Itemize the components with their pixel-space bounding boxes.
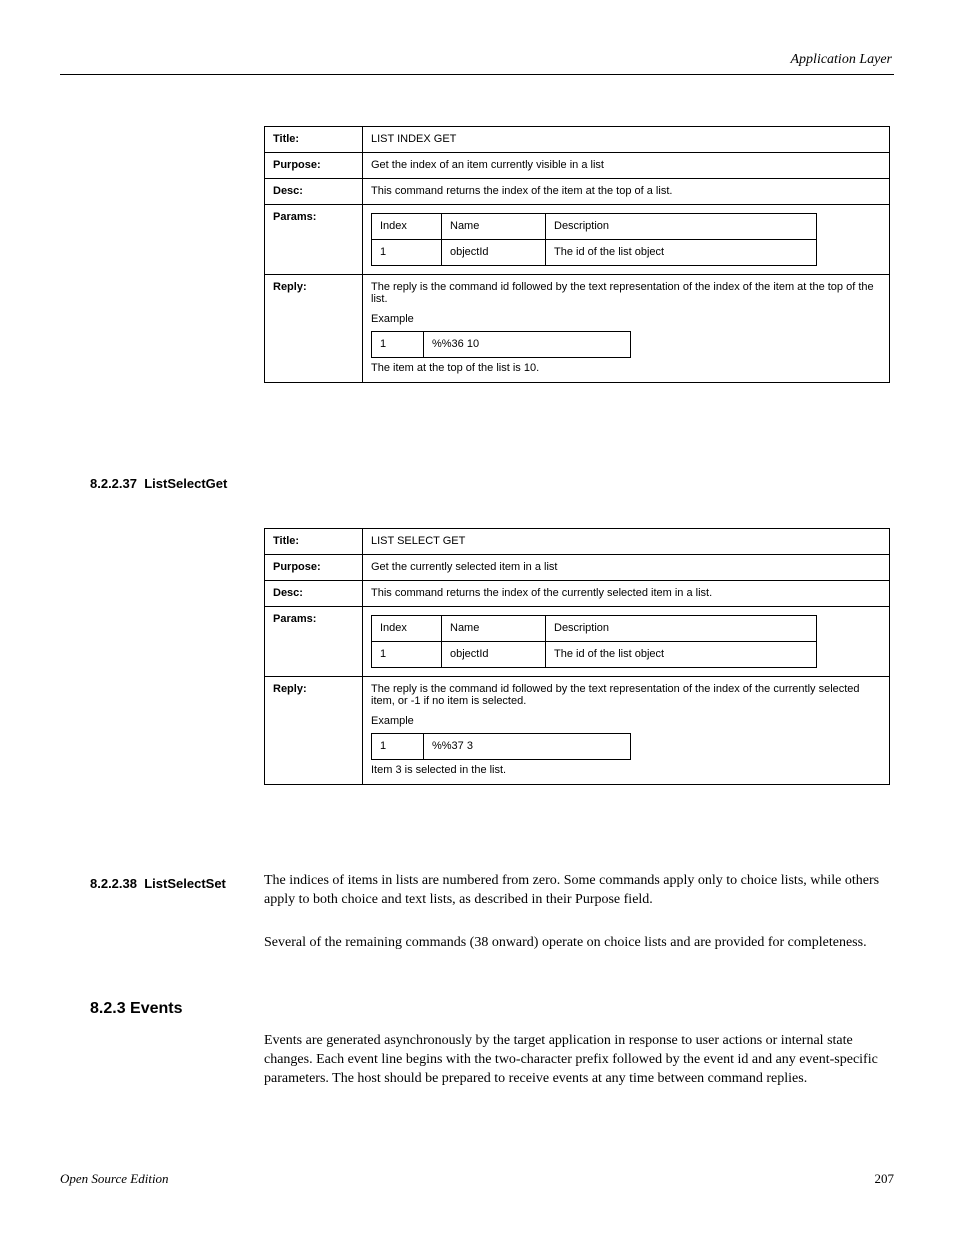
params-hdr-name: Name <box>442 214 546 240</box>
row-params: Params: Index Name Description 1 objectI… <box>265 205 890 275</box>
cell-desc-value: This command returns the index of the cu… <box>363 581 890 607</box>
params-inner-table: Index Name Description 1 objectId The id… <box>371 213 817 266</box>
reply-example-label: Example <box>371 313 881 327</box>
reply-example-row: 1 %%36 10 <box>372 332 631 358</box>
params-header-row: Index Name Description <box>372 616 817 642</box>
subsection-1-name: ListSelectGet <box>144 476 227 491</box>
reply-text: The reply is the command id followed by … <box>371 683 881 709</box>
header-section-title: Application Layer <box>791 52 893 68</box>
reply-example-idx: 1 <box>372 734 424 760</box>
cell-params-body: Index Name Description 1 objectId The id… <box>363 205 890 275</box>
cell-title-label: Title: <box>265 529 363 555</box>
subsection-2-name: ListSelectSet <box>144 876 226 891</box>
section-events-title: 8.2.3 Events <box>90 1000 890 1018</box>
cell-purpose-value: Get the index of an item currently visib… <box>363 153 890 179</box>
header-rule <box>60 74 894 75</box>
section-events: 8.2.3 Events Events are generated asynch… <box>90 1000 890 1089</box>
spec-table: Title: LIST SELECT GET Purpose: Get the … <box>264 528 890 785</box>
params-hdr-index: Index <box>372 616 442 642</box>
params-data-row: 1 objectId The id of the list object <box>372 642 817 668</box>
cell-title-value: LIST INDEX GET <box>363 127 890 153</box>
reply-example-row: 1 %%37 3 <box>372 734 631 760</box>
subsection-1: 8.2.2.37 ListSelectGet <box>90 476 227 491</box>
row-reply: Reply: The reply is the command id follo… <box>265 275 890 383</box>
params-cell-name: objectId <box>442 642 546 668</box>
row-title: Title: LIST SELECT GET <box>265 529 890 555</box>
cell-reply-label: Reply: <box>265 677 363 785</box>
label-reply: Reply: <box>273 683 307 695</box>
page: Application Layer Title: LIST INDEX GET … <box>0 0 954 1235</box>
subsection-2-number: 8.2.2.38 <box>90 876 137 891</box>
cell-params-label: Params: <box>265 205 363 275</box>
params-hdr-index: Index <box>372 214 442 240</box>
row-title: Title: LIST INDEX GET <box>265 127 890 153</box>
params-hdr-desc: Description <box>546 616 817 642</box>
params-hdr-desc: Description <box>546 214 817 240</box>
spec-table-2: Title: LIST SELECT GET Purpose: Get the … <box>264 528 890 785</box>
row-purpose: Purpose: Get the currently selected item… <box>265 555 890 581</box>
section-events-para: Events are generated asynchronously by t… <box>264 1032 890 1089</box>
row-reply: Reply: The reply is the command id follo… <box>265 677 890 785</box>
params-cell-name: objectId <box>442 240 546 266</box>
body-para-2: Several of the remaining commands (38 on… <box>264 934 890 953</box>
label-title: Title: <box>273 535 299 547</box>
params-cell-index: 1 <box>372 240 442 266</box>
body-para-1: The indices of items in lists are number… <box>264 872 890 910</box>
cell-purpose-label: Purpose: <box>265 555 363 581</box>
row-purpose: Purpose: Get the index of an item curren… <box>265 153 890 179</box>
label-params: Params: <box>273 613 316 625</box>
label-title: Title: <box>273 133 299 145</box>
cell-desc-value: This command returns the index of the it… <box>363 179 890 205</box>
spec-table-1: Title: LIST INDEX GET Purpose: Get the i… <box>264 126 890 383</box>
footer-page-number: 207 <box>875 1171 895 1187</box>
reply-example-label: Example <box>371 715 881 729</box>
params-inner-table: Index Name Description 1 objectId The id… <box>371 615 817 668</box>
page-footer: Open Source Edition 207 <box>60 1171 894 1187</box>
reply-note: Item 3 is selected in the list. <box>371 764 881 776</box>
label-desc: Desc: <box>273 185 303 197</box>
row-params: Params: Index Name Description 1 objectI… <box>265 607 890 677</box>
cell-purpose-value: Get the currently selected item in a lis… <box>363 555 890 581</box>
label-reply: Reply: <box>273 281 307 293</box>
params-cell-desc: The id of the list object <box>546 240 817 266</box>
label-purpose: Purpose: <box>273 159 321 171</box>
reply-text: The reply is the command id followed by … <box>371 281 881 307</box>
spec-table: Title: LIST INDEX GET Purpose: Get the i… <box>264 126 890 383</box>
cell-purpose-label: Purpose: <box>265 153 363 179</box>
subsection-1-number: 8.2.2.37 <box>90 476 137 491</box>
params-cell-index: 1 <box>372 642 442 668</box>
reply-example-value: %%36 10 <box>424 332 631 358</box>
row-desc: Desc: This command returns the index of … <box>265 179 890 205</box>
cell-desc-label: Desc: <box>265 179 363 205</box>
params-header-row: Index Name Description <box>372 214 817 240</box>
cell-reply-label: Reply: <box>265 275 363 383</box>
cell-params-label: Params: <box>265 607 363 677</box>
cell-reply-body: The reply is the command id followed by … <box>363 677 890 785</box>
cell-desc-label: Desc: <box>265 581 363 607</box>
reply-inner-table: 1 %%36 10 <box>371 331 631 358</box>
label-desc: Desc: <box>273 587 303 599</box>
row-desc: Desc: This command returns the index of … <box>265 581 890 607</box>
params-hdr-name: Name <box>442 616 546 642</box>
params-data-row: 1 objectId The id of the list object <box>372 240 817 266</box>
cell-title-value: LIST SELECT GET <box>363 529 890 555</box>
reply-example-idx: 1 <box>372 332 424 358</box>
cell-title-label: Title: <box>265 127 363 153</box>
label-purpose: Purpose: <box>273 561 321 573</box>
reply-inner-table: 1 %%37 3 <box>371 733 631 760</box>
cell-params-body: Index Name Description 1 objectId The id… <box>363 607 890 677</box>
subsection-2: 8.2.2.38 ListSelectSet <box>90 876 226 891</box>
label-params: Params: <box>273 211 316 223</box>
footer-left: Open Source Edition <box>60 1171 169 1187</box>
reply-note: The item at the top of the list is 10. <box>371 362 881 374</box>
cell-reply-body: The reply is the command id followed by … <box>363 275 890 383</box>
params-cell-desc: The id of the list object <box>546 642 817 668</box>
reply-example-value: %%37 3 <box>424 734 631 760</box>
